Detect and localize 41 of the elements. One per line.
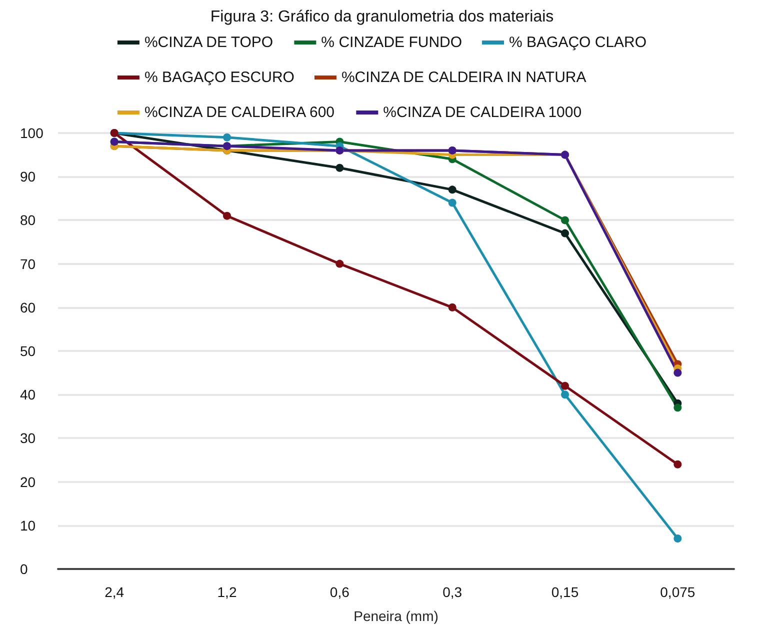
y-tick-label: 20 [20, 474, 36, 490]
x-tick-label: 2,4 [104, 584, 124, 600]
point [448, 198, 456, 207]
y-tick-label: 50 [20, 343, 36, 359]
legend-label: %CINZA DE TOPO [144, 34, 274, 51]
x-tick-label: 0,075 [660, 584, 696, 600]
x-tick-label: 0,15 [551, 584, 579, 600]
y-tick-label: 10 [20, 517, 36, 534]
x-tick-label: 0,3 [442, 584, 462, 600]
x-axis-title: Peneira (mm) [354, 608, 438, 624]
point [561, 229, 569, 238]
y-tick-label: 90 [20, 168, 36, 185]
x-tick-label: 1,2 [217, 584, 237, 600]
point [223, 133, 231, 142]
point [561, 390, 569, 399]
y-tick-label: 0 [20, 561, 28, 577]
legend-label: %CINZA DE CALDEIRA 1000 [383, 104, 582, 121]
y-tick-label: 40 [20, 386, 36, 403]
y-tick-label: 60 [20, 299, 36, 316]
point [674, 460, 682, 468]
legend-label: % CINZADE FUNDO [321, 34, 462, 51]
point [336, 164, 344, 172]
point [561, 216, 569, 224]
legend-label: %CINZA DE CALDEIRA 600 [144, 104, 335, 121]
point [223, 212, 231, 220]
legend-label: % BAGAÇO ESCURO [144, 69, 294, 86]
y-tick-label: 30 [20, 430, 36, 446]
point [448, 303, 456, 312]
y-tick-label: 80 [20, 212, 36, 228]
y-tick-label: 100 [20, 125, 44, 141]
legend-label: % BAGAÇO CLARO [509, 34, 647, 51]
chart-title: Figura 3: Gráfico da granulometria dos materiais [210, 8, 554, 26]
legend-label: %CINZA DE CALDEIRA IN NATURA [341, 69, 586, 86]
point [674, 404, 682, 412]
y-tick-label: 70 [20, 256, 36, 272]
point [561, 382, 569, 390]
point [674, 534, 682, 542]
x-tick-label: 0,6 [330, 584, 350, 600]
point [448, 186, 456, 194]
point [336, 260, 344, 268]
point [674, 368, 682, 377]
